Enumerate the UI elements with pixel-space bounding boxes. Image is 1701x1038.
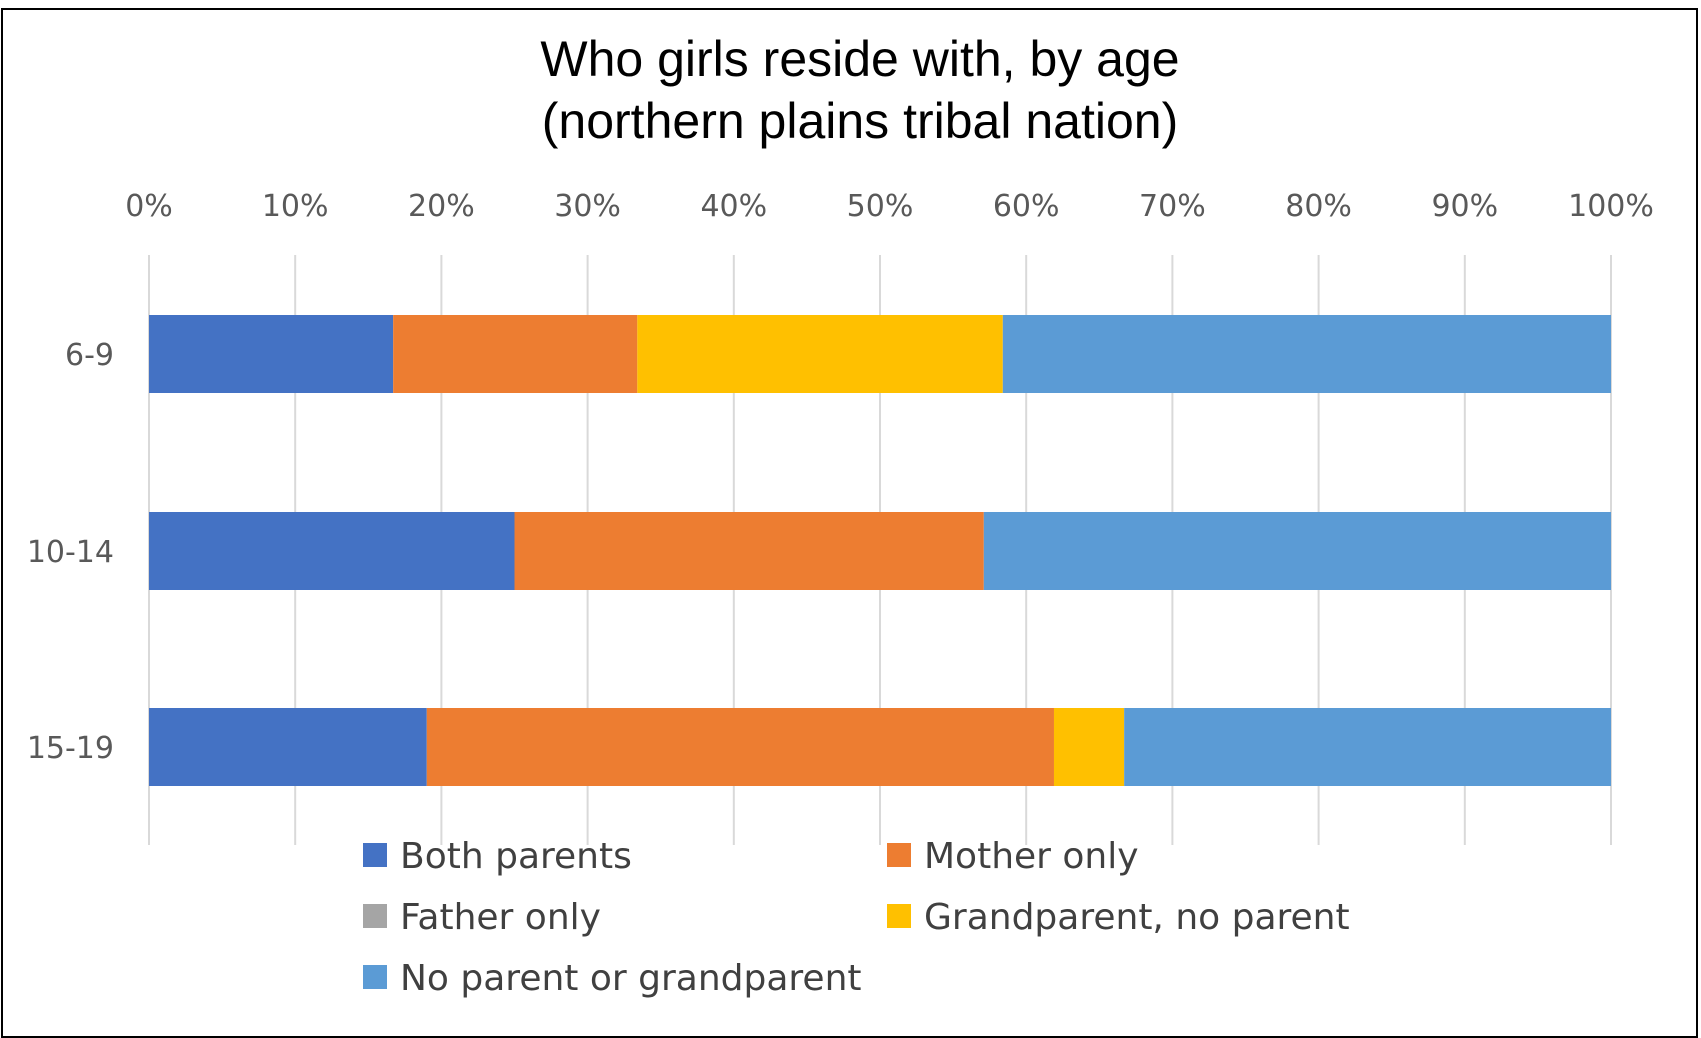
bar-segment — [514, 512, 984, 590]
bar-segment — [637, 315, 1003, 393]
x-tick-label: 90% — [1431, 189, 1498, 224]
legend-item: Grandparent, no parent — [887, 897, 1350, 938]
x-tick-label: 60% — [993, 189, 1060, 224]
y-category-label: 10-14 — [27, 535, 114, 570]
legend-swatch — [363, 904, 387, 928]
legend-label: Both parents — [400, 836, 632, 877]
bar-segment — [149, 512, 515, 590]
bar-segment — [149, 315, 394, 393]
legend-item: Mother only — [887, 836, 1139, 877]
bar-segment — [983, 512, 1611, 590]
bar-segment — [393, 315, 638, 393]
legend-swatch — [363, 843, 387, 867]
legend-swatch — [887, 904, 911, 928]
legend-item: Father only — [363, 897, 601, 938]
bar-segment — [149, 708, 427, 786]
x-tick-label: 10% — [262, 189, 329, 224]
bar-segment — [1124, 708, 1611, 786]
chart-title: Who girls reside with, by age (northern … — [540, 31, 1179, 149]
x-tick-label: 40% — [700, 189, 767, 224]
legend-label: Mother only — [924, 836, 1139, 877]
y-category-label: 15-19 — [27, 731, 114, 766]
legend-label: Grandparent, no parent — [924, 897, 1350, 938]
x-tick-label: 50% — [847, 189, 914, 224]
legend-swatch — [363, 965, 387, 989]
x-axis-tick-labels: 0% 10% 20% 30% 40% 50% 60% 70% 80% 90% 100% — [125, 189, 1654, 224]
x-tick-label: 0% — [125, 189, 173, 224]
legend-label: Father only — [400, 897, 601, 938]
legend-item: No parent or grandparent — [363, 958, 862, 999]
bar-segment — [1053, 708, 1125, 786]
bar-segment — [1002, 315, 1611, 393]
legend: Both parents Mother only Father only Grandp… — [363, 836, 1350, 999]
chart-title-line-2: (northern plains tribal nation) — [542, 93, 1178, 149]
y-axis-category-labels: 6-9 10-14 15-19 — [27, 338, 114, 766]
legend-swatch — [887, 843, 911, 867]
x-tick-label: 30% — [554, 189, 621, 224]
y-category-label: 6-9 — [65, 338, 114, 373]
bars — [149, 315, 1611, 786]
bar-segment — [426, 708, 1054, 786]
legend-item: Both parents — [363, 836, 632, 877]
x-tick-label: 70% — [1139, 189, 1206, 224]
x-tick-label: 20% — [408, 189, 475, 224]
chart-title-line-1: Who girls reside with, by age — [540, 31, 1179, 87]
x-tick-label: 100% — [1568, 189, 1654, 224]
x-tick-label: 80% — [1285, 189, 1352, 224]
legend-label: No parent or grandparent — [400, 958, 862, 999]
